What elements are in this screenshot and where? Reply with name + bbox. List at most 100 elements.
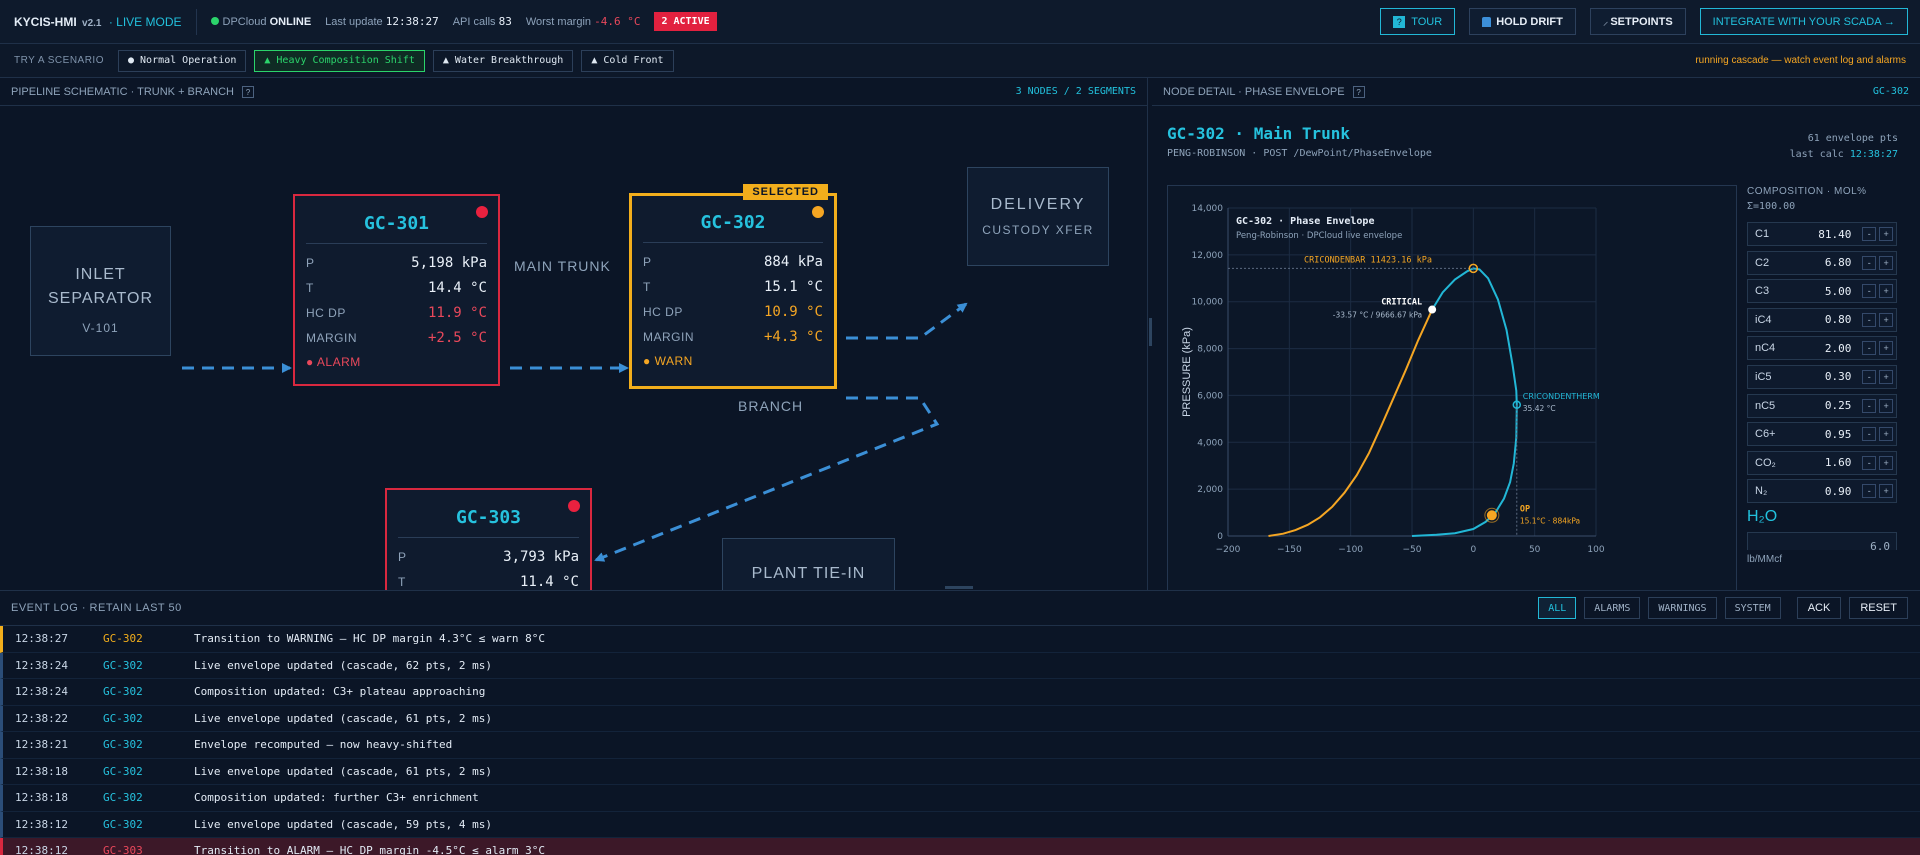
delivery-node[interactable]: DELIVERY CUSTODY XFER	[967, 167, 1109, 266]
event-row[interactable]: 12:38:18 GC-302 Live envelope updated (cas…	[0, 758, 1920, 785]
component-value[interactable]: 1.60	[1824, 456, 1852, 470]
inlet-title: INLET SEPARATOR	[31, 263, 170, 311]
event-row[interactable]: 12:38:12 GC-303 Transition to ALARM — HC D…	[0, 838, 1920, 855]
increment-button[interactable]: +	[1879, 369, 1893, 384]
detail-subtitle: PENG-ROBINSON · POST /DewPoint/PhaseEnve…	[1167, 148, 1432, 159]
increment-button[interactable]: +	[1879, 255, 1893, 270]
component-value[interactable]: 2.00	[1824, 341, 1852, 355]
pipe-gc302-branch	[594, 396, 940, 562]
component-value[interactable]: 0.25	[1824, 399, 1852, 413]
filter-all[interactable]: ALL	[1538, 597, 1577, 619]
schematic-help-icon[interactable]: ?	[242, 85, 254, 98]
dewpoint-value: 11.9 °C	[427, 304, 487, 321]
component-value[interactable]: 81.40	[1818, 227, 1852, 241]
gc301-node[interactable]: GC-301 P 5,198 kPa T 14.4 °C HC DP 11.9 °C …	[293, 194, 500, 386]
event-message: Live envelope updated (cascade, 62 pts, …	[194, 658, 493, 672]
detail-help-icon[interactable]: ?	[1352, 85, 1365, 98]
event-log-panel: EVENT LOG · RETAIN LAST 50 ALL ALARMS WA…	[0, 590, 1920, 855]
component-value[interactable]: 0.95	[1824, 427, 1852, 441]
active-alarms-badge[interactable]: 2 ACTIVE	[654, 12, 717, 31]
component-value[interactable]: 5.00	[1824, 284, 1852, 298]
scenario-cold-front[interactable]: ▲ Cold Front	[581, 49, 674, 72]
increment-button[interactable]: +	[1879, 398, 1893, 413]
status-strip: DPCloud ONLINE Last update 12:38:27 API …	[197, 12, 731, 31]
ack-button[interactable]: ACK	[1796, 597, 1842, 619]
panel-splitter[interactable]	[1149, 318, 1152, 346]
dew-point-curve	[1411, 267, 1518, 537]
cricondentherm-marker	[1512, 400, 1522, 410]
scenario-normal-operation[interactable]: ● Normal Operation	[118, 49, 247, 72]
gc302-node[interactable]: SELECTED GC-302 P 884 kPa T 15.1 °C HC DP 1…	[629, 184, 837, 389]
divider	[306, 243, 487, 244]
increment-button[interactable]: +	[1879, 341, 1893, 356]
increment-button[interactable]: +	[1879, 427, 1893, 442]
increment-button[interactable]: +	[1879, 227, 1893, 241]
scenario-water-breakthrough[interactable]: ▲ Water Breakthrough	[432, 49, 574, 72]
event-row[interactable]: 12:38:27 GC-302 Transition to WARNING — HC…	[0, 626, 1920, 653]
event-row[interactable]: 12:38:24 GC-302 Composition updated: C3+ p…	[0, 679, 1920, 706]
setpoints-button[interactable]: ⸝ SETPOINTS	[1589, 8, 1686, 35]
detail-header: NODE DETAIL · PHASE ENVELOPE ? GC-302	[1152, 78, 1920, 106]
decrement-button[interactable]: -	[1862, 369, 1877, 384]
h2o-input[interactable]: 6.0	[1747, 531, 1897, 550]
dewpoint-label: HC DP	[306, 305, 346, 320]
detail-header-node: GC-302	[1872, 86, 1909, 97]
temperature-value: 15.1 °C	[763, 278, 823, 295]
gc303-node[interactable]: GC-303 P 3,793 kPa T 11.4 °C	[385, 488, 592, 590]
event-row[interactable]: 12:38:21 GC-302 Envelope recomputed — now …	[0, 732, 1920, 759]
event-row[interactable]: 12:38:22 GC-302 Live envelope updated (cas…	[0, 705, 1920, 732]
event-row[interactable]: 12:38:12 GC-302 Live envelope updated (cas…	[0, 811, 1920, 838]
decrement-button[interactable]: -	[1862, 341, 1877, 356]
increment-button[interactable]: +	[1879, 284, 1893, 299]
filter-system[interactable]: SYSTEM	[1724, 597, 1781, 619]
component-value[interactable]: 0.80	[1824, 313, 1852, 327]
event-row[interactable]: 12:38:18 GC-302 Composition updated: furth…	[0, 785, 1920, 812]
decrement-button[interactable]: -	[1862, 427, 1877, 442]
increment-button[interactable]: +	[1879, 312, 1893, 327]
event-message: Transition to ALARM — HC DP margin -4.5°…	[194, 844, 545, 855]
increment-button[interactable]: +	[1879, 455, 1893, 470]
plant-tie-in-node[interactable]: PLANT TIE-IN	[722, 538, 895, 590]
app-brand: KYCIS-HMI v2.1 · LIVE MODE	[0, 15, 196, 29]
x-tick-label: −150	[1277, 545, 1302, 555]
filter-warnings[interactable]: WARNINGS	[1648, 597, 1717, 619]
y-tick-label: 12,000	[1192, 251, 1224, 261]
decrement-button[interactable]: -	[1862, 398, 1877, 413]
integrate-scada-button[interactable]: INTEGRATE WITH YOUR SCADA →	[1699, 8, 1908, 35]
composition-row: C6+ 0.95- +	[1747, 422, 1897, 447]
branch-label: BRANCH	[738, 398, 804, 414]
filter-alarms[interactable]: ALARMS	[1584, 597, 1641, 619]
detail-meta: 61 envelope pts last calc 12:38:27	[1790, 131, 1898, 163]
composition-title: COMPOSITION · MOL%	[1747, 186, 1867, 197]
increment-button[interactable]: +	[1879, 484, 1893, 499]
event-message: Live envelope updated (cascade, 61 pts, …	[194, 764, 493, 778]
event-node: GC-302	[103, 738, 143, 752]
decrement-button[interactable]: -	[1862, 255, 1877, 270]
phase-envelope-chart[interactable]: −200 −150 −100 −50 0 50 100 0 2,000 4,000 6,000 8,0…	[1167, 185, 1737, 590]
decrement-button[interactable]: -	[1862, 484, 1877, 499]
gc301-status: ● ALARM	[306, 355, 361, 369]
x-tick-label: −50	[1403, 545, 1422, 555]
component-name: iC5	[1755, 370, 1772, 383]
component-value[interactable]: 6.80	[1824, 256, 1852, 270]
event-message: Composition updated: C3+ plateau approac…	[194, 685, 486, 699]
decrement-button[interactable]: -	[1862, 455, 1877, 470]
panel-resize-handle[interactable]	[945, 586, 973, 589]
detail-title: GC-302 · Main Trunk	[1167, 124, 1351, 143]
reset-button[interactable]: RESET	[1849, 597, 1908, 619]
x-tick-label: −200	[1216, 545, 1241, 555]
component-value[interactable]: 0.90	[1824, 484, 1852, 498]
component-name: nC4	[1755, 342, 1776, 355]
tour-button[interactable]: ? TOUR	[1380, 8, 1456, 35]
decrement-button[interactable]: -	[1862, 312, 1877, 327]
decrement-button[interactable]: -	[1862, 284, 1877, 299]
decrement-button[interactable]: -	[1862, 227, 1877, 241]
component-value[interactable]: 0.30	[1824, 370, 1852, 384]
hold-drift-button[interactable]: HOLD DRIFT	[1469, 8, 1576, 35]
scenario-heavy-composition-shift[interactable]: ▲ Heavy Composition Shift	[254, 49, 425, 72]
setpoints-label: SETPOINTS	[1610, 15, 1673, 28]
y-tick-label: 10,000	[1192, 298, 1224, 308]
event-row[interactable]: 12:38:24 GC-302 Live envelope updated (cas…	[0, 652, 1920, 679]
inlet-separator-node[interactable]: INLET SEPARATOR V-101	[30, 226, 171, 356]
top-bar: KYCIS-HMI v2.1 · LIVE MODE DPCloud ONLIN…	[0, 0, 1920, 44]
